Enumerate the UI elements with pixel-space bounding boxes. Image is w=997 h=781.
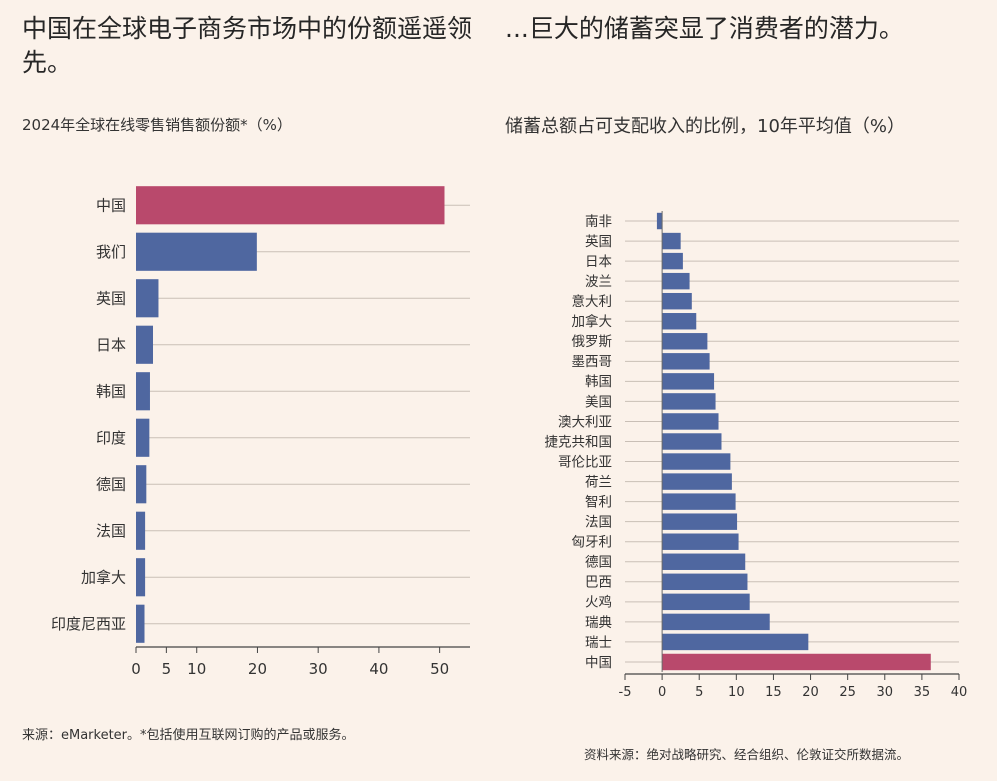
right-bar	[662, 473, 732, 490]
right-bar	[656, 212, 663, 230]
left-x-tick-label: 0	[131, 660, 141, 678]
right-x-tick-label: -5	[619, 685, 632, 700]
right-category-label: 德国	[585, 555, 612, 571]
right-chart-subtitle: 储蓄总额占可支配收入的比例，10年平均值（%）	[505, 116, 906, 137]
right-category-label: 巴西	[585, 575, 612, 591]
left-category-label: 加拿大	[81, 569, 126, 587]
right-x-tick-label: 40	[951, 685, 968, 700]
right-category-label: 瑞士	[585, 635, 612, 651]
right-bar	[662, 553, 746, 570]
right-category-label: 美国	[585, 394, 612, 410]
right-category-label: 瑞典	[585, 615, 612, 631]
left-bar	[136, 604, 145, 643]
left-category-label: 韩国	[96, 383, 126, 401]
right-category-label: 匈牙利	[572, 535, 613, 551]
left-category-label: 英国	[96, 290, 126, 308]
right-category-label: 英国	[585, 233, 612, 250]
right-category-label: 澳大利亚	[558, 414, 612, 430]
right-x-tick-label: 10	[728, 685, 745, 700]
right-category-label: 日本	[585, 254, 613, 270]
left-bar	[136, 325, 154, 364]
right-bar	[662, 272, 690, 290]
right-x-tick-label: 5	[695, 685, 703, 700]
right-bar	[662, 433, 722, 450]
right-category-label: 捷克共和国	[545, 434, 613, 450]
left-bar	[136, 465, 147, 504]
right-bar	[662, 513, 738, 530]
right-category-label: 墨西哥	[572, 354, 613, 370]
right-category-label: 俄罗斯	[572, 334, 613, 350]
right-category-label: 荷兰	[585, 474, 612, 490]
left-category-label: 印度	[96, 429, 126, 447]
right-bar	[662, 252, 683, 270]
left-bar	[136, 418, 150, 457]
right-bar	[662, 413, 719, 430]
right-bar	[662, 292, 692, 310]
right-bar	[662, 313, 697, 330]
right-bar	[662, 393, 716, 410]
right-x-tick-label: 15	[765, 685, 782, 700]
left-bar	[136, 372, 150, 411]
right-x-tick-label: 30	[877, 685, 894, 700]
right-bar	[662, 353, 710, 370]
right-bar	[662, 653, 931, 671]
right-category-label: 加拿大	[572, 313, 613, 330]
right-bar	[662, 593, 750, 611]
left-bar	[136, 232, 257, 271]
right-category-label: 南非	[585, 214, 612, 230]
right-category-label: 火鸡	[585, 594, 612, 611]
right-x-tick-label: 0	[658, 685, 666, 700]
right-category-label: 哥伦比亚	[558, 454, 612, 470]
right-x-tick-label: 35	[914, 685, 931, 700]
right-category-label: 波兰	[585, 274, 612, 290]
right-bar	[662, 232, 681, 250]
left-x-tick-label: 20	[248, 660, 267, 678]
left-x-tick-label: 50	[430, 660, 449, 678]
right-bar	[662, 573, 748, 591]
left-category-label: 法国	[96, 522, 126, 540]
right-bar	[662, 493, 736, 510]
right-bar	[662, 453, 731, 470]
right-category-label: 法国	[585, 515, 612, 531]
left-category-label: 我们	[96, 243, 126, 261]
left-category-label: 中国	[96, 197, 126, 215]
left-bar	[136, 558, 146, 597]
right-category-label: 智利	[585, 494, 612, 510]
right-x-tick-label: 20	[802, 685, 819, 700]
left-x-tick-label: 30	[309, 660, 328, 678]
left-chart-subtitle: 2024年全球在线零售销售额份额*（%）	[22, 116, 292, 134]
left-source-note: 来源：eMarketer。*包括使用互联网订购的产品或服务。	[22, 728, 355, 743]
left-x-tick-label: 10	[187, 660, 206, 678]
right-category-label: 韩国	[585, 374, 612, 390]
left-bar	[136, 186, 445, 225]
right-bar	[662, 333, 708, 350]
right-bar	[662, 633, 809, 651]
right-category-label: 意大利	[572, 293, 613, 310]
right-bar	[662, 373, 715, 390]
left-category-label: 日本	[96, 336, 126, 354]
left-category-label: 德国	[96, 476, 126, 494]
right-category-label: 中国	[585, 655, 612, 671]
right-x-tick-label: 25	[839, 685, 856, 700]
right-headline: ...巨大的储蓄突显了消费者的潜力。	[505, 14, 904, 43]
left-x-tick-label: 40	[369, 660, 388, 678]
left-category-label: 印度尼西亚	[51, 615, 126, 633]
left-x-tick-label: 5	[162, 660, 172, 678]
left-bar	[136, 279, 159, 318]
left-headline: 中国在全球电子商务市场中的份额遥遥领先。	[22, 14, 473, 77]
right-bar	[662, 613, 770, 631]
left-bar	[136, 511, 146, 550]
right-source-note: 资料来源：绝对战略研究、经合组织、伦敦证交所数据流。	[584, 747, 910, 762]
right-bar	[662, 533, 739, 550]
